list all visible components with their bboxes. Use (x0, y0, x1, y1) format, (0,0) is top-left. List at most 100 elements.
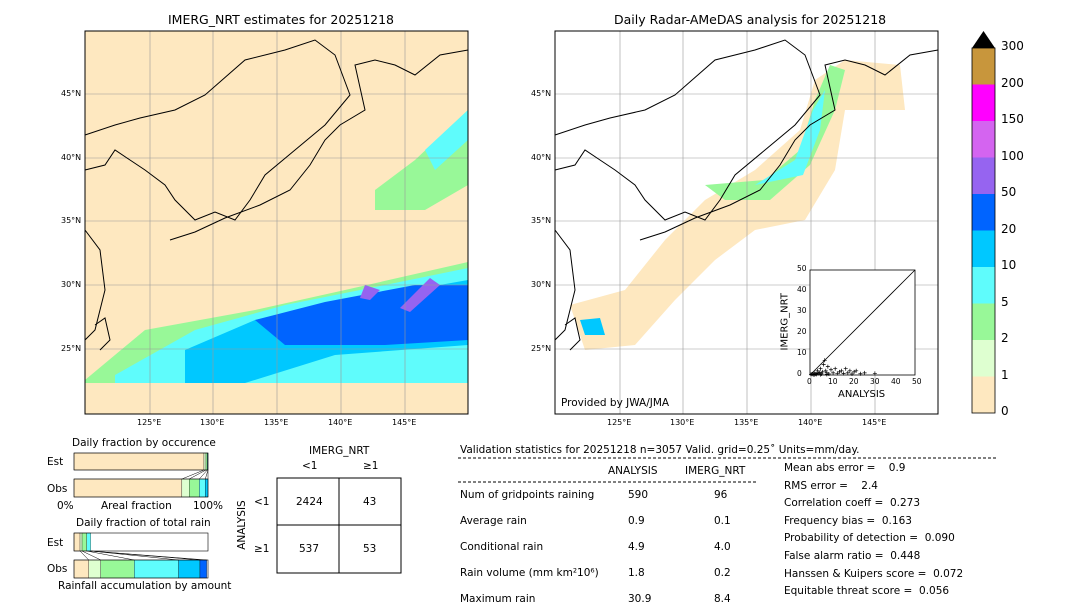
bar-frame (73, 532, 209, 552)
colorbar-band (972, 84, 995, 121)
colorbar-band (972, 157, 995, 194)
stats-row-label: Average rain (460, 515, 527, 527)
scatter-point (854, 368, 859, 373)
stats-row-analysis: 4.9 (628, 541, 645, 553)
stats-score: Equitable threat score = 0.056 (784, 585, 950, 598)
bar-segment (205, 452, 208, 471)
occ-xmax: 100% (193, 500, 224, 512)
stats-col-analysis: ANALYSIS (608, 465, 658, 477)
scatter-point (824, 372, 829, 377)
scatter-ytick: 10 (797, 348, 807, 357)
scatter-point (823, 368, 828, 373)
scatter-point (835, 371, 840, 376)
bar-segment (181, 478, 190, 498)
lon-tick-label: 145°E (862, 418, 887, 427)
stats-score: Hanssen & Kuipers score = 0.072 (784, 567, 964, 580)
scatter-ytick: 50 (797, 264, 807, 273)
lat-tick-label: 45°N (531, 89, 552, 98)
stats-score: Frequency bias = 0.163 (784, 514, 912, 527)
colorbar-label: 10 (1001, 258, 1017, 272)
scatter-point (850, 371, 854, 376)
scatter-point (841, 371, 846, 376)
stats-row-imerg: 4.0 (714, 541, 731, 553)
occurrence-connector (199, 469, 208, 480)
lat-tick-label: 35°N (531, 216, 552, 225)
colorbar-band (972, 340, 995, 377)
colorbar-label: 20 (1001, 221, 1017, 236)
bar-segment (73, 559, 89, 579)
lon-tick-label: 135°E (264, 418, 289, 427)
stats-row-analysis: 0.9 (628, 515, 645, 527)
scatter-diagonal (809, 269, 916, 376)
stats-col-imerg: IMERG_NRT (685, 465, 746, 477)
total-rain-obs-bar (73, 559, 209, 579)
colorbar-label: 1 (1001, 367, 1009, 382)
colorbar (971, 31, 996, 414)
stats-score: RMS error = 2.4 (784, 479, 878, 492)
total-rain-connector (90, 550, 207, 561)
scatter-point (818, 366, 823, 371)
stats-row-imerg: 96 (714, 489, 728, 501)
right-map-title: Daily Radar-AMeDAS analysis for 20251218 (614, 12, 887, 27)
cont-row-label-1: ≥1 (254, 543, 270, 555)
coastline-china (84, 229, 106, 341)
stats-row-analysis: 590 (628, 489, 649, 501)
total-rain-connector (81, 550, 101, 561)
tr-obs-label: Obs (47, 563, 68, 575)
colorbar-label: 100 (1001, 148, 1024, 163)
lat-tick-label: 35°N (61, 216, 82, 225)
colorbar-band (972, 121, 995, 158)
scatter-point (822, 358, 827, 363)
lon-tick-label: 140°E (328, 418, 353, 427)
total-rain-est-bar (73, 532, 209, 552)
lon-tick-label: 125°E (137, 418, 162, 427)
bar-segment (73, 478, 183, 498)
credit-text: Provided by JWA/JMA (561, 397, 670, 409)
occurrence-obs-bar (73, 478, 209, 498)
bar-segment (73, 532, 81, 552)
lat-tick-label: 25°N (531, 344, 552, 353)
scatter-point (820, 369, 825, 374)
scatter-point (825, 364, 830, 369)
scatter-xtick: 50 (912, 377, 922, 386)
map-frame (554, 30, 939, 415)
lon-tick-label: 135°E (734, 418, 759, 427)
rain-area-north-5mm (425, 110, 468, 170)
cont-cell-11: 53 (363, 543, 377, 555)
rain-area-taiwan (580, 318, 605, 335)
scatter-xtick: 30 (870, 377, 880, 386)
cont-row-label-0: <1 (254, 496, 270, 508)
coastline-taiwan (564, 317, 581, 351)
colorbar-band (972, 303, 995, 340)
total-rain-connector (86, 550, 135, 561)
rain-area-50mm (360, 285, 380, 300)
scatter-point (831, 370, 836, 375)
colorbar-label: 300 (1001, 39, 1024, 53)
scatter-point (858, 371, 863, 376)
scatter-point (829, 367, 833, 372)
cont-col-title: IMERG_NRT (309, 445, 370, 457)
total-rain-title: Daily fraction of total rain (76, 517, 211, 529)
scatter-ytick: 0 (797, 369, 802, 378)
scatter-point (833, 366, 838, 371)
tr-est-label: Est (47, 537, 64, 549)
stats-row-label: Rain volume (mm km²10⁶) (460, 567, 599, 579)
stats-row-label: Conditional rain (460, 541, 544, 553)
lon-tick-label: 140°E (798, 418, 823, 427)
lat-tick-label: 30°N (61, 280, 82, 289)
scatter-ytick: 30 (797, 306, 807, 315)
stats-score: Mean abs error = 0.9 (784, 462, 906, 474)
scatter-point (812, 372, 817, 377)
bar-segment (178, 559, 201, 579)
bar-segment (73, 452, 205, 471)
lat-tick-label: 40°N (61, 153, 82, 162)
cont-cell-01: 43 (363, 496, 377, 508)
stats-row-analysis: 30.9 (628, 593, 652, 605)
scatter-point (852, 369, 857, 374)
bar-frame (73, 452, 209, 471)
lat-tick-label: 45°N (61, 89, 82, 98)
scatter-xtick: 40 (891, 377, 901, 386)
bar-segment (189, 478, 200, 498)
bar-segment (79, 532, 83, 552)
